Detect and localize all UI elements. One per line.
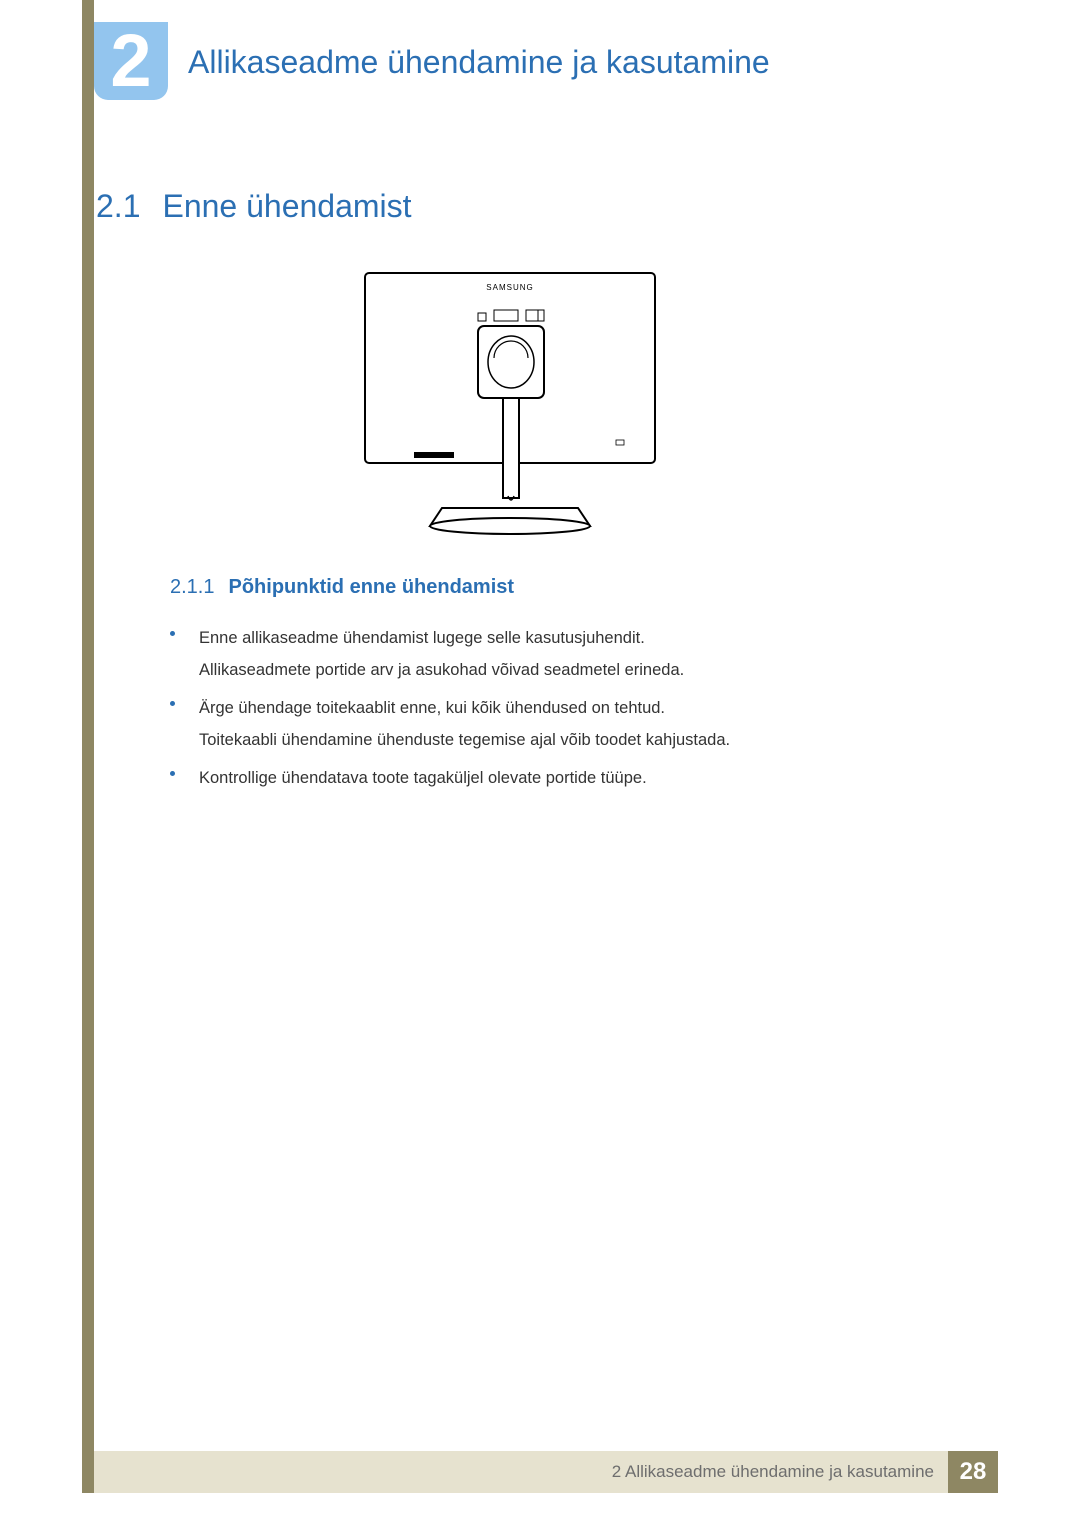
section-title: Enne ühendamist bbox=[162, 188, 411, 224]
monitor-brand-text: SAMSUNG bbox=[486, 283, 533, 292]
page-root: 2 Allikaseadme ühendamine ja kasutamine … bbox=[0, 0, 1080, 1527]
bullet-line: Ärge ühendage toitekaablit enne, kui kõi… bbox=[199, 699, 665, 717]
bullet-icon bbox=[170, 631, 175, 636]
bullet-text: Ärge ühendage toitekaablit enne, kui kõi… bbox=[199, 692, 730, 756]
bullet-text: Enne allikaseadme ühendamist lugege sell… bbox=[199, 622, 684, 686]
list-item: Ärge ühendage toitekaablit enne, kui kõi… bbox=[170, 692, 930, 756]
bullet-icon bbox=[170, 771, 175, 776]
page-footer: 2 Allikaseadme ühendamine ja kasutamine … bbox=[82, 1451, 998, 1493]
bullet-text: Kontrollige ühendatava toote tagaküljel … bbox=[199, 762, 647, 794]
left-vertical-strip bbox=[82, 0, 94, 1480]
chapter-number: 2 bbox=[110, 24, 151, 98]
list-item: Kontrollige ühendatava toote tagaküljel … bbox=[170, 762, 930, 794]
bullet-line: Toitekaabli ühendamine ühenduste tegemis… bbox=[199, 731, 730, 749]
list-item: Enne allikaseadme ühendamist lugege sell… bbox=[170, 622, 930, 686]
bullet-line: Enne allikaseadme ühendamist lugege sell… bbox=[199, 629, 645, 647]
bullet-line: Allikaseadmete portide arv ja asukohad v… bbox=[199, 661, 684, 679]
chapter-badge: 2 bbox=[94, 22, 168, 100]
footer-page-box: 28 bbox=[948, 1451, 998, 1493]
subsection-title: Põhipunktid enne ühendamist bbox=[228, 576, 514, 598]
section-number: 2.1 bbox=[96, 188, 140, 224]
footer-page-number: 28 bbox=[960, 1458, 987, 1486]
chapter-title: Allikaseadme ühendamine ja kasutamine bbox=[188, 44, 770, 81]
bullet-line: Kontrollige ühendatava toote tagaküljel … bbox=[199, 769, 647, 787]
monitor-figure: SAMSUNG bbox=[360, 268, 660, 548]
subsection-heading: 2.1.1 Põhipunktid enne ühendamist bbox=[170, 576, 514, 599]
section-heading: 2.1 Enne ühendamist bbox=[96, 188, 412, 225]
bullet-icon bbox=[170, 701, 175, 706]
bullet-list: Enne allikaseadme ühendamist lugege sell… bbox=[170, 622, 930, 800]
monitor-illustration: SAMSUNG bbox=[360, 268, 660, 548]
footer-accent-strip bbox=[82, 1451, 94, 1493]
subsection-number: 2.1.1 bbox=[170, 576, 214, 598]
footer-bar: 2 Allikaseadme ühendamine ja kasutamine bbox=[94, 1451, 948, 1493]
footer-chapter-ref: 2 Allikaseadme ühendamine ja kasutamine bbox=[612, 1462, 934, 1482]
chapter-badge-inner: 2 bbox=[94, 22, 168, 100]
